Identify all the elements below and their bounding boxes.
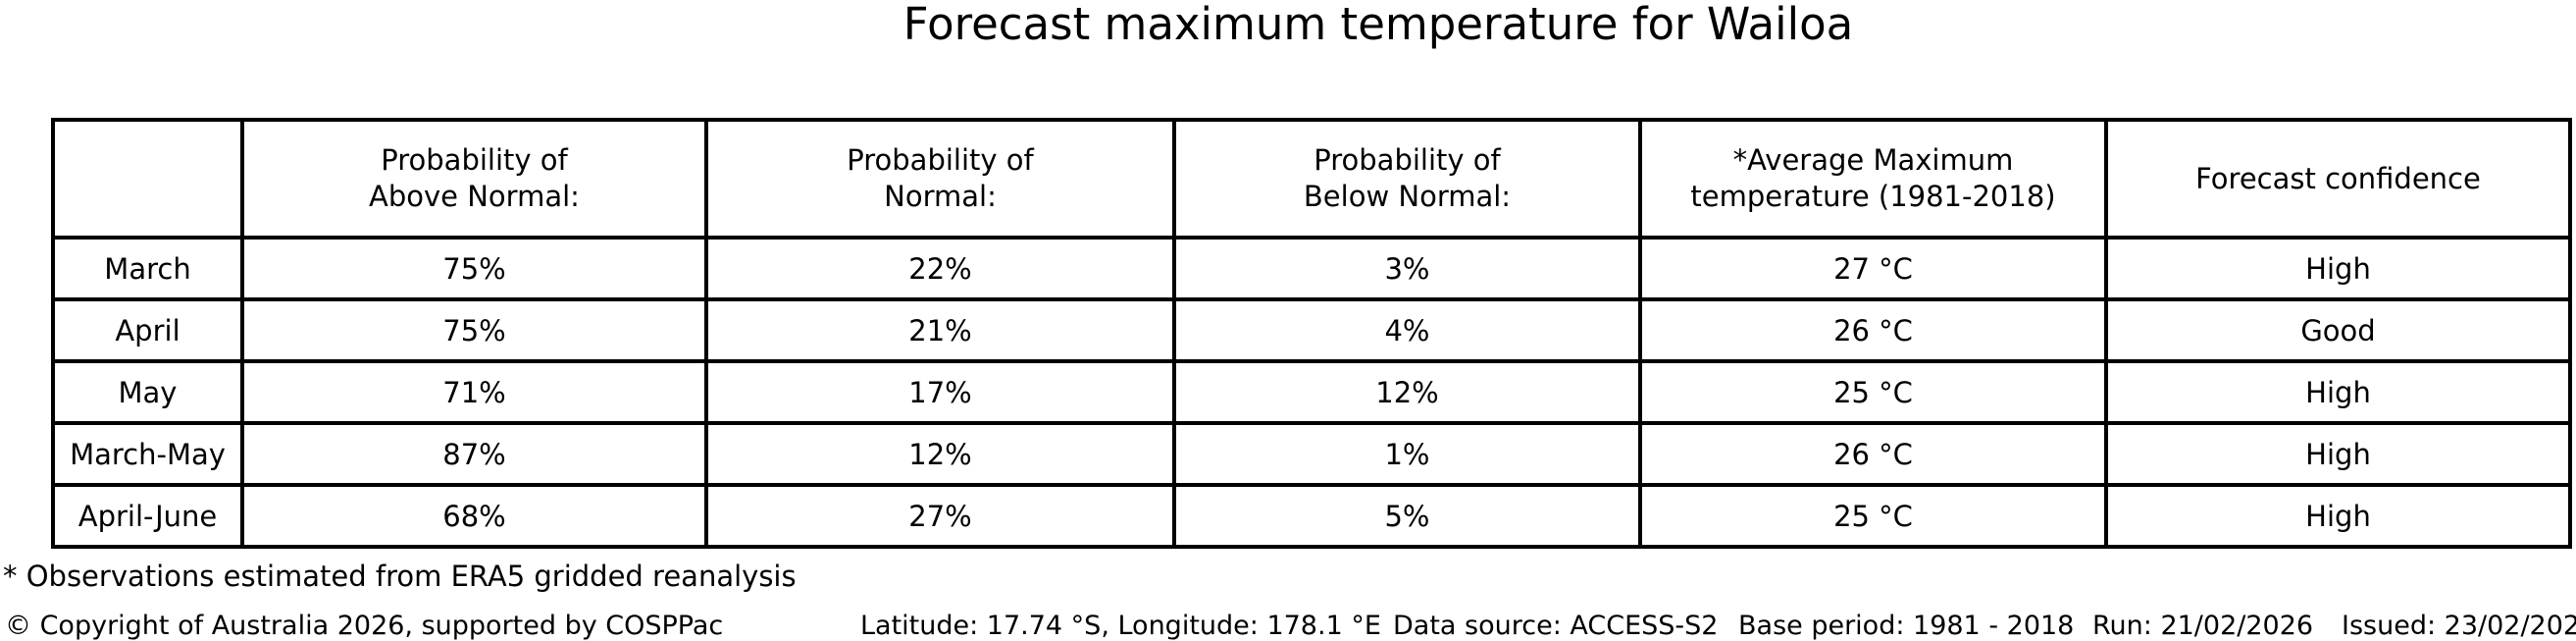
copyright-text: © Copyright of Australia 2026, supported… [5,611,724,641]
table-row-march: March 75% 22% 3% 27 °C High [51,236,2572,301]
table-cell: 75% [240,297,708,363]
table-cell: 12% [1172,359,1642,425]
run-date-text: Run: 21/02/2026 [2092,611,2314,641]
table-cell: 75% [240,236,708,301]
table-cell: 87% [240,421,708,487]
table-cell: High [2104,359,2572,425]
table-cell: 3% [1172,236,1642,301]
header-line: Normal: [884,180,997,213]
table-cell: 21% [704,297,1176,363]
table-cell: 68% [240,483,708,549]
table-cell: Good [2104,297,2572,363]
header-line: temperature (1981-2018) [1690,180,2056,213]
forecast-table: Probability of Above Normal: Probability… [51,118,2572,549]
column-header-above-normal: Probability of Above Normal: [240,118,708,240]
table-cell: High [2104,236,2572,301]
issued-date-text: Issued: 23/02/2026 [2342,611,2576,641]
table-cell: 27 °C [1638,236,2108,301]
column-header-average-max-temp: *Average Maximum temperature (1981-2018) [1638,118,2108,240]
header-line: *Average Maximum [1732,143,2014,177]
table-cell: 5% [1172,483,1642,549]
table-row-march-may: March-May 87% 12% 1% 26 °C High [51,421,2572,487]
header-line: Below Normal: [1303,180,1512,213]
header-line: Above Normal: [369,180,580,213]
table-cell: 22% [704,236,1176,301]
column-header-below-normal: Probability of Below Normal: [1172,118,1642,240]
data-source-text: Data source: ACCESS-S2 [1393,611,1719,641]
table-cell: 27% [704,483,1176,549]
lat-lon-text: Latitude: 17.74 °S, Longitude: 178.1 °E [860,611,1381,641]
header-line: Probability of [847,143,1034,177]
table-cell: 12% [704,421,1176,487]
header-row: Probability of Above Normal: Probability… [51,118,2572,240]
table-cell: 25 °C [1638,359,2108,425]
table-cell: 1% [1172,421,1642,487]
row-label: March-May [51,421,244,487]
column-header-normal: Probability of Normal: [704,118,1176,240]
row-label: March [51,236,244,301]
page-title: Forecast maximum temperature for Wailoa [902,0,1854,50]
table-row-april: April 75% 21% 4% 26 °C Good [51,297,2572,363]
observations-footnote: * Observations estimated from ERA5 gridd… [3,560,797,593]
table-cell: High [2104,483,2572,549]
header-line: Probability of [1314,143,1501,177]
table-cell: 25 °C [1638,483,2108,549]
row-label: April [51,297,244,363]
table-row-april-june: April-June 68% 27% 5% 25 °C High [51,483,2572,549]
table-cell: 4% [1172,297,1642,363]
table-cell: 26 °C [1638,421,2108,487]
column-header-forecast-confidence: Forecast confidence [2104,118,2572,240]
table-cell: 17% [704,359,1176,425]
row-label: May [51,359,244,425]
header-line: Probability of [381,143,568,177]
base-period-text: Base period: 1981 - 2018 [1738,611,2075,641]
table-cell: 71% [240,359,708,425]
row-label: April-June [51,483,244,549]
table-row-may: May 71% 17% 12% 25 °C High [51,359,2572,425]
table-cell: 26 °C [1638,297,2108,363]
header-line: Forecast confidence [2195,161,2481,195]
table-cell: High [2104,421,2572,487]
corner-blank-cell [51,118,244,240]
